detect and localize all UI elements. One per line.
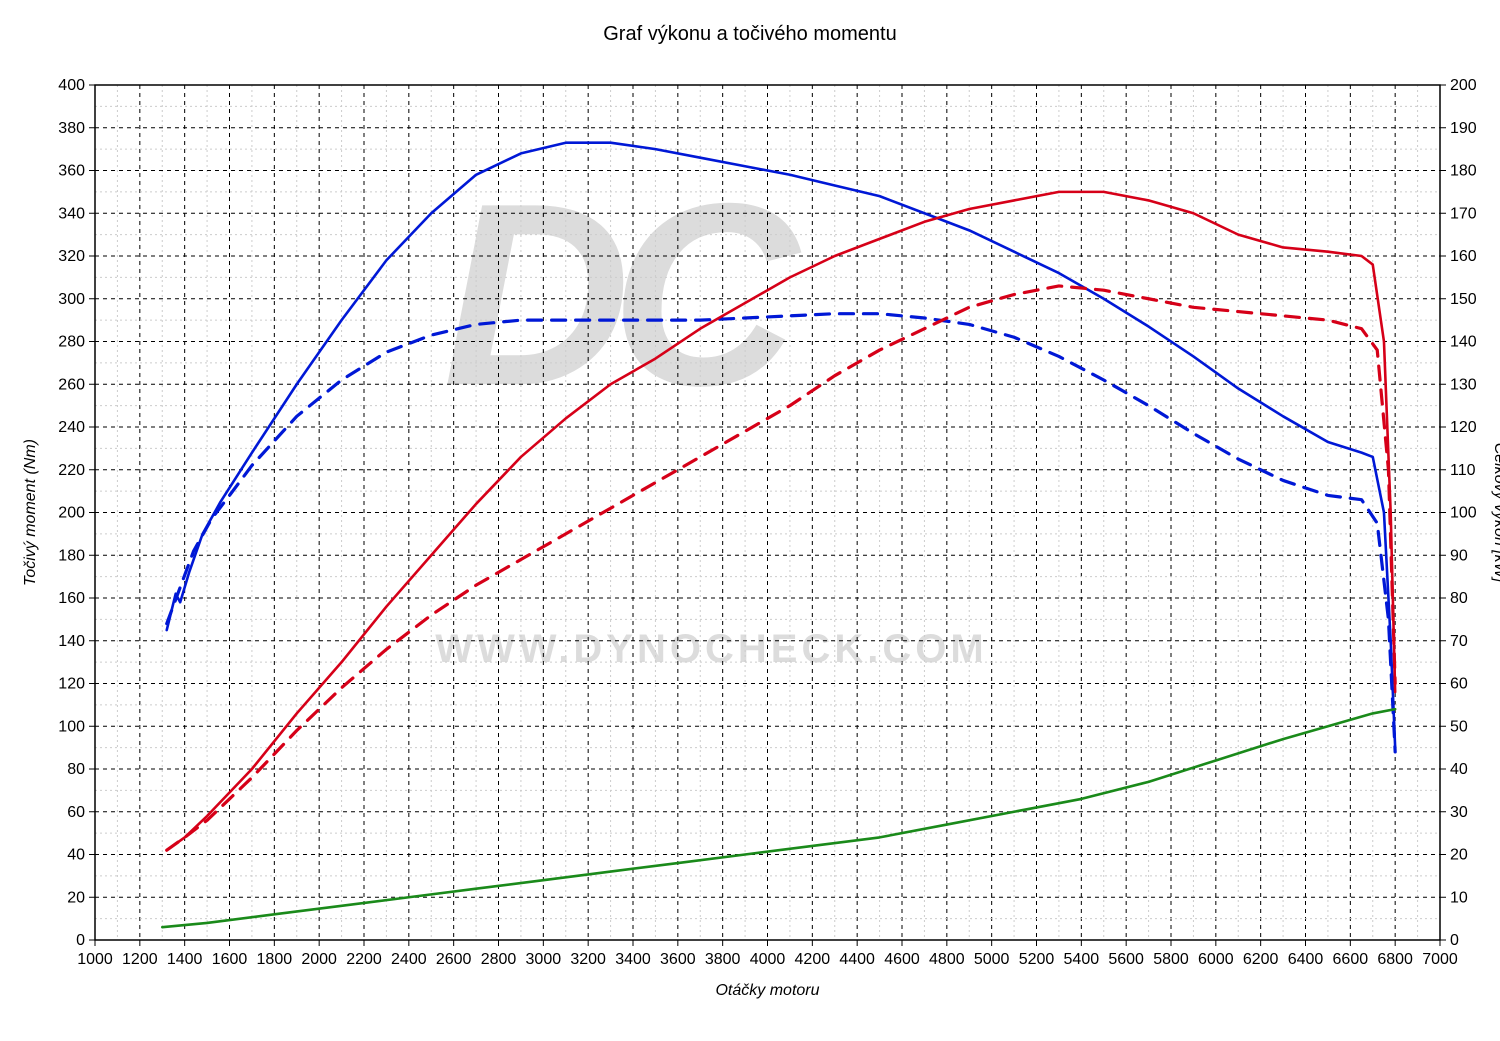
y-left-tick-label: 180 xyxy=(58,547,85,564)
y-right-tick-label: 180 xyxy=(1450,163,1477,180)
x-tick-label: 2000 xyxy=(301,951,337,968)
x-tick-label: 3200 xyxy=(570,951,606,968)
y-right-axis-title: Celkový výkon [kW] xyxy=(1491,443,1500,583)
y-left-tick-label: 160 xyxy=(58,590,85,607)
y-left-tick-label: 100 xyxy=(58,718,85,735)
x-tick-label: 6000 xyxy=(1198,951,1234,968)
y-left-axis-title: Točivý moment (Nm) xyxy=(22,439,39,586)
x-tick-label: 4400 xyxy=(839,951,875,968)
y-left-tick-label: 240 xyxy=(58,419,85,436)
x-tick-label: 1000 xyxy=(77,951,113,968)
x-tick-label: 6200 xyxy=(1243,951,1279,968)
y-right-tick-label: 60 xyxy=(1450,676,1468,693)
y-left-tick-label: 80 xyxy=(67,761,85,778)
y-right-tick-label: 20 xyxy=(1450,847,1468,864)
x-tick-label: 1600 xyxy=(212,951,248,968)
y-left-tick-label: 60 xyxy=(67,804,85,821)
x-tick-label: 3000 xyxy=(526,951,562,968)
x-tick-label: 6400 xyxy=(1288,951,1324,968)
y-right-tick-label: 100 xyxy=(1450,505,1477,522)
x-tick-label: 5600 xyxy=(1108,951,1144,968)
y-left-tick-label: 380 xyxy=(58,120,85,137)
x-tick-label: 3400 xyxy=(615,951,651,968)
svg-text:DC: DC xyxy=(443,150,802,440)
dyno-chart: Graf výkonu a točivého momentu DC WWW.DYNO… xyxy=(0,0,1500,1041)
y-left-tick-label: 0 xyxy=(76,932,85,949)
x-tick-label: 5800 xyxy=(1153,951,1189,968)
y-right-tick-label: 130 xyxy=(1450,376,1477,393)
x-tick-label: 4200 xyxy=(795,951,831,968)
y-right-tick-label: 190 xyxy=(1450,120,1477,137)
y-left-tick-label: 40 xyxy=(67,847,85,864)
x-tick-label: 2600 xyxy=(436,951,472,968)
y-right-tick-label: 150 xyxy=(1450,291,1477,308)
x-tick-label: 4800 xyxy=(929,951,965,968)
x-tick-label: 6800 xyxy=(1377,951,1413,968)
y-left-tick-label: 260 xyxy=(58,376,85,393)
x-tick-label: 5200 xyxy=(1019,951,1055,968)
x-tick-label: 6600 xyxy=(1333,951,1369,968)
y-right-tick-label: 0 xyxy=(1450,932,1459,949)
y-left-tick-label: 220 xyxy=(58,462,85,479)
y-left-tick-label: 200 xyxy=(58,505,85,522)
y-right-tick-label: 160 xyxy=(1450,248,1477,265)
y-left-tick-label: 280 xyxy=(58,334,85,351)
y-right-tick-label: 110 xyxy=(1450,462,1476,479)
y-left-tick-label: 340 xyxy=(58,205,85,222)
y-right-tick-label: 30 xyxy=(1450,804,1468,821)
y-right-tick-label: 50 xyxy=(1450,718,1468,735)
x-tick-label: 7000 xyxy=(1422,951,1458,968)
y-right-tick-label: 120 xyxy=(1450,419,1477,436)
y-left-tick-label: 120 xyxy=(58,676,85,693)
y-right-tick-label: 200 xyxy=(1450,77,1477,94)
x-tick-label: 1800 xyxy=(257,951,293,968)
y-left-tick-label: 320 xyxy=(58,248,85,265)
y-left-tick-label: 20 xyxy=(67,889,85,906)
x-tick-label: 5000 xyxy=(974,951,1010,968)
y-left-tick-label: 360 xyxy=(58,163,85,180)
x-tick-label: 4600 xyxy=(884,951,920,968)
x-axis-title: Otáčky motoru xyxy=(715,982,819,999)
x-tick-label: 4000 xyxy=(750,951,786,968)
chart-title: Graf výkonu a točivého momentu xyxy=(603,23,896,45)
y-right-tick-label: 140 xyxy=(1450,334,1477,351)
y-right-tick-label: 40 xyxy=(1450,761,1468,778)
y-right-tick-label: 90 xyxy=(1450,547,1468,564)
y-right-tick-label: 80 xyxy=(1450,590,1468,607)
y-left-tick-label: 300 xyxy=(58,291,85,308)
y-left-tick-label: 140 xyxy=(58,633,85,650)
y-right-tick-label: 10 xyxy=(1450,889,1468,906)
y-right-tick-label: 170 xyxy=(1450,205,1477,222)
x-tick-label: 5400 xyxy=(1064,951,1100,968)
x-tick-label: 3600 xyxy=(660,951,696,968)
svg-text:WWW.DYNOCHECK.COM: WWW.DYNOCHECK.COM xyxy=(435,627,987,671)
x-tick-label: 2400 xyxy=(391,951,427,968)
y-right-tick-label: 70 xyxy=(1450,633,1468,650)
x-tick-label: 1400 xyxy=(167,951,203,968)
x-tick-label: 2800 xyxy=(481,951,517,968)
x-tick-label: 3800 xyxy=(705,951,741,968)
y-left-tick-label: 400 xyxy=(58,77,85,94)
x-tick-label: 2200 xyxy=(346,951,382,968)
x-tick-label: 1200 xyxy=(122,951,158,968)
